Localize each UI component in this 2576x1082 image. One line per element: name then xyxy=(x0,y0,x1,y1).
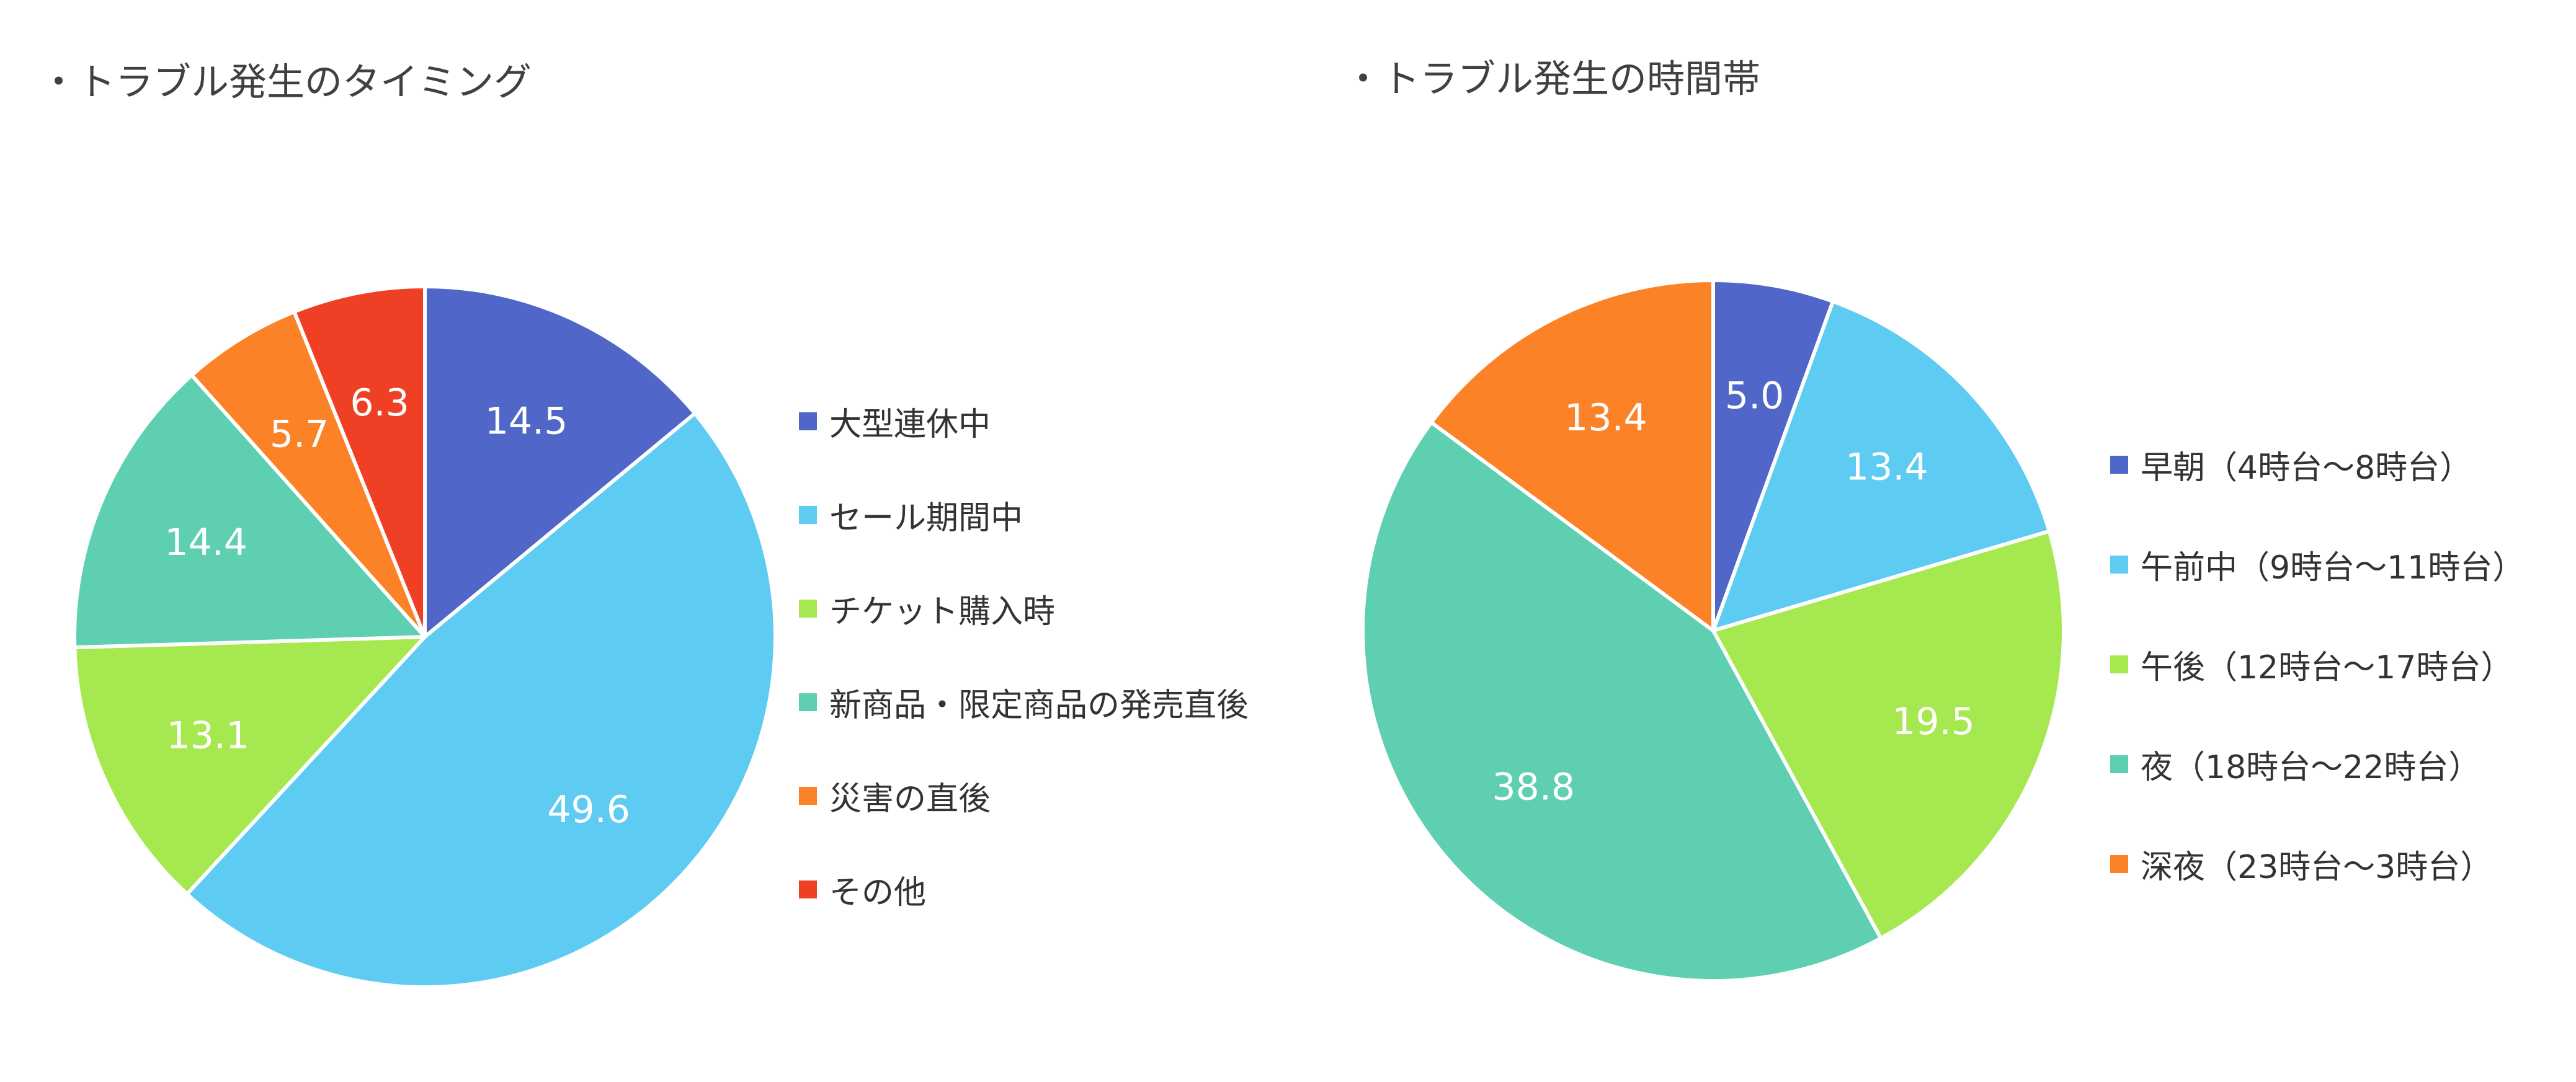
pie-timing-label-4: 14.4 xyxy=(164,521,247,564)
legend-swatch-icon xyxy=(2110,655,2128,673)
pie-timing-slice-2 xyxy=(185,411,777,989)
pie-timing: 14.5 49.6 13.1 14.4 5.7 6.3 xyxy=(73,285,777,989)
legend-label: 夜（18時台～22時台） xyxy=(2141,749,2481,786)
legend-label: チケット購入時 xyxy=(829,593,1056,631)
legend-swatch-icon xyxy=(799,693,817,711)
legend-swatch-icon xyxy=(799,412,817,430)
legend-label: 深夜（23時台～3時台） xyxy=(2141,849,2493,886)
pie-time-of-day-label-3: 19.5 xyxy=(1892,700,1975,743)
legend-item-timing-2: セール期間中 xyxy=(799,492,1023,538)
pie-timing-label-6: 6.3 xyxy=(350,381,409,425)
pie-time-of-day-slice-5 xyxy=(1429,278,1715,632)
pie-timing-label-5: 5.7 xyxy=(270,412,329,456)
legend-swatch-icon xyxy=(2110,755,2128,773)
pie-timing-label-3: 13.1 xyxy=(167,714,250,757)
legend-item-timing-1: 大型連休中 xyxy=(799,398,991,445)
legend-label: 午前中（9時台～11時台） xyxy=(2141,549,2525,587)
legend-label: その他 xyxy=(829,874,927,911)
pie-timing-label-2: 49.6 xyxy=(547,788,630,831)
legend-item-time-of-day-5: 深夜（23時台～3時台） xyxy=(2110,841,2492,887)
legend-swatch-icon xyxy=(2110,855,2128,873)
legend-swatch-icon xyxy=(2110,456,2128,474)
chart-title-timing: ・トラブル発生のタイミング xyxy=(40,60,532,104)
legend-label: 大型連休中 xyxy=(829,406,991,443)
legend-label: セール期間中 xyxy=(829,500,1023,537)
legend-label: 午後（12時台～17時台） xyxy=(2141,649,2513,686)
pie-timing-slice-4 xyxy=(73,373,427,650)
legend-item-timing-6: その他 xyxy=(799,866,926,913)
legend-label: 新商品・限定商品の発売直後 xyxy=(829,687,1249,724)
pie-time-of-day-label-4: 38.8 xyxy=(1492,765,1575,809)
legend-item-time-of-day-3: 午後（12時台～17時台） xyxy=(2110,641,2513,688)
legend-swatch-icon xyxy=(799,880,817,898)
pie-time-of-day: 5.0 13.4 19.5 38.8 13.4 xyxy=(1361,278,2066,983)
pie-time-of-day-slice-2 xyxy=(1711,299,2051,632)
pie-timing-slice-3 xyxy=(73,635,427,896)
legend-swatch-icon xyxy=(2110,556,2128,574)
legend-item-time-of-day-2: 午前中（9時台～11時台） xyxy=(2110,541,2525,588)
pie-time-of-day-slice-4 xyxy=(1361,420,1883,983)
legend-swatch-icon xyxy=(799,506,817,524)
legend-item-timing-3: チケット購入時 xyxy=(799,585,1055,632)
pie-time-of-day-label-5: 13.4 xyxy=(1564,396,1647,440)
pie-timing-slice-6 xyxy=(292,285,427,639)
legend-item-timing-5: 災害の直後 xyxy=(799,773,991,819)
legend-swatch-icon xyxy=(799,787,817,805)
legend-label: 早朝（4時台～8時台） xyxy=(2141,450,2472,487)
legend-swatch-icon xyxy=(799,600,817,618)
pie-timing-label-1: 14.5 xyxy=(485,399,568,443)
pie-timing-slice-1 xyxy=(423,285,697,639)
legend-item-time-of-day-1: 早朝（4時台～8時台） xyxy=(2110,441,2472,488)
legend-item-timing-4: 新商品・限定商品の発売直後 xyxy=(799,679,1249,725)
pie-time-of-day-label-2: 13.4 xyxy=(1845,446,1928,489)
legend-item-time-of-day-4: 夜（18時台～22時台） xyxy=(2110,741,2480,787)
pie-time-of-day-slice-3 xyxy=(1711,529,2066,941)
pie-time-of-day-label-1: 5.0 xyxy=(1725,375,1784,418)
legend-label: 災害の直後 xyxy=(829,781,991,818)
chart-title-time-of-day: ・トラブル発生の時間帯 xyxy=(1344,57,1761,101)
pie-timing-slice-5 xyxy=(190,309,427,639)
